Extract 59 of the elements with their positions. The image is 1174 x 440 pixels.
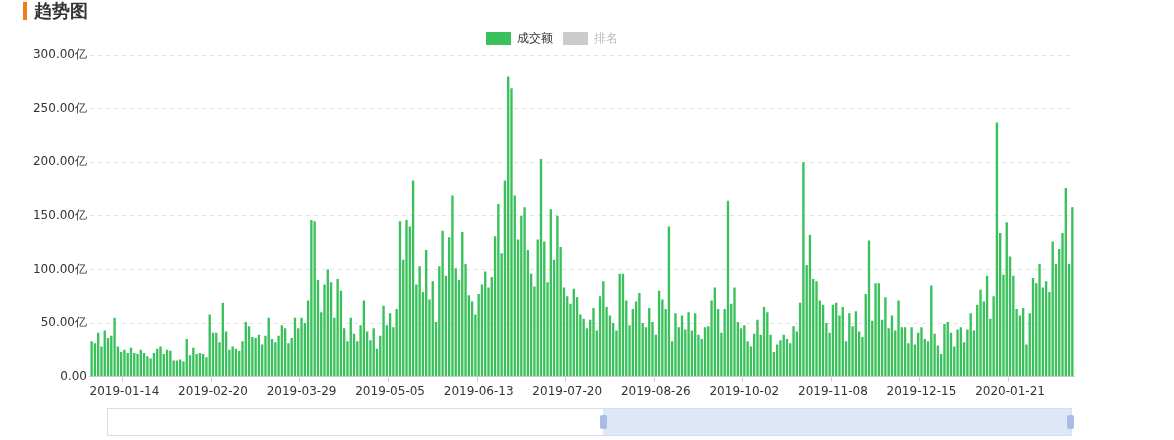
bar	[792, 326, 795, 377]
bar	[687, 312, 690, 377]
bar	[336, 279, 339, 377]
y-tick-label: 100.00亿	[32, 261, 87, 276]
y-tick-label: 0.00	[60, 368, 87, 383]
bar	[733, 287, 736, 377]
bar	[920, 327, 923, 377]
bar	[556, 215, 559, 377]
x-tick-label: 2019-06-13	[443, 383, 514, 398]
bar	[441, 230, 444, 377]
bar	[146, 356, 149, 377]
y-tick-label: 50.00亿	[40, 315, 87, 330]
x-tick-label: 2019-08-26	[620, 383, 691, 398]
y-tick-label: 300.00亿	[32, 47, 87, 62]
x-tick-label: 2019-03-29	[266, 383, 337, 398]
bar	[969, 313, 972, 377]
bar	[90, 341, 93, 377]
x-tick-label: 2019-05-05	[355, 383, 425, 398]
bar	[310, 220, 313, 377]
bar	[674, 313, 677, 377]
x-tick-label: 2020-01-21	[975, 383, 1045, 398]
bar	[231, 346, 234, 377]
bar	[382, 305, 385, 377]
bar	[169, 350, 172, 377]
bar	[418, 266, 421, 377]
bar	[300, 317, 303, 377]
x-tick-label: 2019-10-02	[709, 383, 780, 398]
bar	[582, 318, 585, 377]
bar	[1038, 264, 1041, 377]
y-tick-label: 200.00亿	[32, 154, 87, 169]
x-tick-label: 2019-12-15	[886, 383, 957, 398]
bar	[897, 300, 900, 377]
y-tick-label: 250.00亿	[32, 100, 87, 115]
bar	[638, 292, 641, 377]
bar	[884, 297, 887, 377]
bar	[802, 162, 805, 377]
bar	[910, 327, 913, 377]
bar	[313, 221, 316, 377]
bar	[979, 289, 982, 377]
bar	[123, 349, 126, 377]
bar	[451, 195, 454, 377]
y-tick-label: 150.00亿	[32, 207, 87, 222]
bar	[497, 204, 500, 377]
bar	[113, 317, 116, 377]
chart-title: 趋势图	[34, 0, 88, 22]
bar	[523, 207, 526, 377]
bar	[1071, 207, 1074, 377]
x-tick-label: 2019-07-20	[532, 383, 603, 398]
bar	[1051, 241, 1054, 377]
bar	[254, 338, 257, 377]
legend-label: 成交额	[517, 30, 553, 45]
bar	[756, 319, 759, 377]
bar	[592, 307, 595, 377]
x-tick-label: 2019-01-14	[89, 383, 160, 398]
bar	[743, 325, 746, 377]
legend-label: 排名	[594, 30, 618, 45]
bar	[405, 220, 408, 377]
x-tick-label: 2019-02-20	[178, 383, 248, 398]
x-tick-label: 2019-11-08	[798, 383, 868, 398]
